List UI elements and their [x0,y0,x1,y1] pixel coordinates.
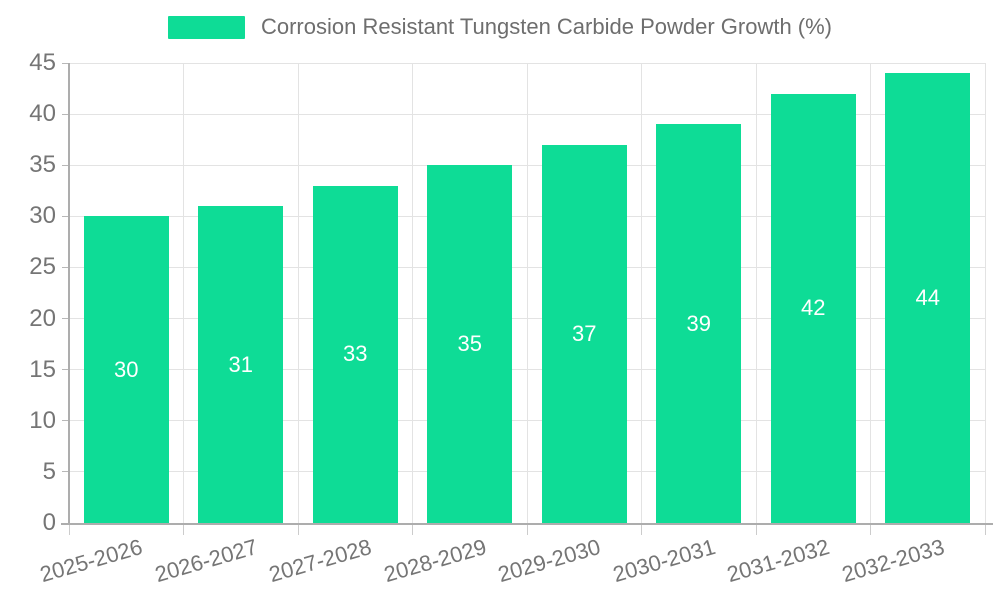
legend-swatch-icon [167,15,245,39]
x-gridline [183,63,184,523]
bar-value-label: 33 [343,341,368,367]
bar[interactable]: 33 [312,185,398,523]
bar-value-label: 30 [114,356,139,382]
x-gridline [526,63,528,523]
y-axis-tick-label: 45 [29,49,56,76]
y-axis-line [68,63,70,523]
x-axis-category-label: 2030-2031 [609,534,718,588]
x-gridline [984,63,986,523]
x-axis-category-label: 2032-2033 [838,534,947,588]
y-axis-tick [62,318,69,320]
bar[interactable]: 44 [885,73,971,523]
bar[interactable]: 42 [770,93,856,523]
x-gridline [641,63,642,523]
x-axis-line [61,523,993,525]
bar-value-label: 35 [457,331,482,357]
bar[interactable]: 31 [198,206,284,523]
y-axis-tick [62,266,69,268]
bar[interactable]: 39 [656,124,742,523]
y-axis-tick [62,215,69,217]
y-axis-tick-label: 5 [42,457,56,485]
bar-value-label: 37 [572,320,597,346]
y-axis-tick-label: 40 [29,100,56,128]
x-gridline [297,63,299,523]
x-axis-category-label: 2025-2026 [37,534,146,588]
y-axis-tick [62,369,69,371]
x-axis-category-label: 2028-2029 [380,534,489,588]
y-axis-tick [62,62,69,64]
x-axis-category-label: 2029-2030 [495,534,604,588]
y-axis-tick [62,471,69,473]
x-axis-category-label: 2027-2028 [266,534,375,588]
x-axis-tick [755,525,757,535]
y-axis-tick [62,420,69,422]
bar[interactable]: 30 [83,216,169,523]
x-axis-tick [68,525,70,535]
x-gridline [412,63,413,523]
legend-label: Corrosion Resistant Tungsten Carbide Pow… [260,14,833,39]
y-axis-tick-label: 0 [42,509,56,536]
y-axis-tick-label: 25 [29,253,56,281]
bar-value-label: 31 [228,351,253,377]
x-axis-tick [984,525,986,535]
y-axis-tick [62,113,69,115]
bar-value-label: 39 [686,310,711,336]
y-axis-tick-label: 35 [29,151,56,179]
x-axis-tick [870,525,871,535]
x-axis-tick [641,525,642,535]
y-axis-tick-label: 30 [29,202,56,230]
x-axis-tick [412,525,413,535]
x-axis-tick [526,525,528,535]
bar-value-label: 44 [915,285,940,311]
x-gridline [755,63,757,523]
x-axis-category-label: 2031-2032 [724,534,833,588]
x-gridline [870,63,871,523]
bar[interactable]: 37 [541,144,627,523]
bar[interactable]: 35 [427,165,513,523]
y-axis-tick-label: 20 [29,304,56,332]
y-axis-tick-label: 15 [29,355,56,383]
x-axis-tick [183,525,184,535]
x-axis-category-label: 2026-2027 [151,534,260,588]
y-axis-tick [62,164,69,166]
y-axis-tick-label: 10 [29,406,56,434]
bar-value-label: 42 [801,295,826,321]
x-axis-tick [297,525,299,535]
legend[interactable]: Corrosion Resistant Tungsten Carbide Pow… [0,14,1000,40]
